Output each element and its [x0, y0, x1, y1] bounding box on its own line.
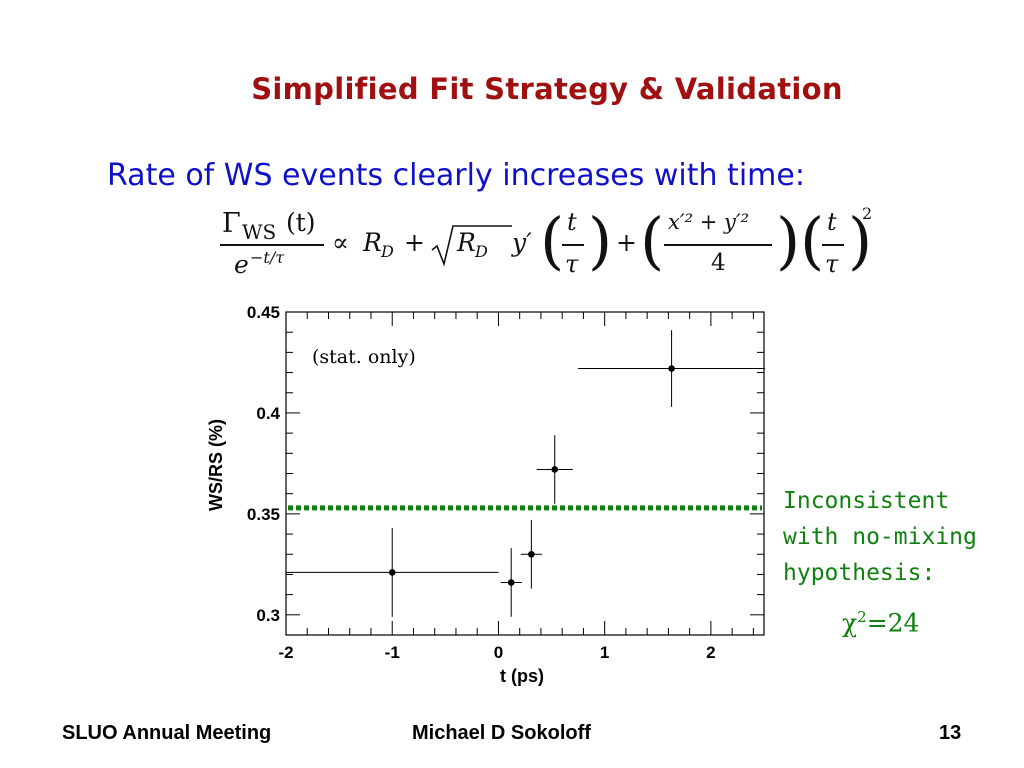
formula-paren-close-3: )	[848, 204, 873, 277]
formula-rd: R	[363, 228, 382, 257]
x-tick-label: -2	[278, 643, 293, 662]
y-tick-label: 0.4	[256, 404, 280, 423]
stat-only-label: (stat. only)	[312, 346, 416, 368]
x-tick-label: 0	[494, 643, 503, 662]
x-tick-label: -1	[385, 643, 400, 662]
formula-xy-line	[664, 244, 772, 246]
formula-t-arg: (t)	[286, 208, 316, 237]
formula-xy-numerator: x′² + y′²	[668, 210, 750, 234]
formula-four: 4	[711, 250, 726, 276]
footer-page-number: 13	[939, 722, 962, 744]
x-tick-label: 1	[600, 643, 609, 662]
formula-paren-open: (	[540, 204, 565, 277]
x-tick-label: 2	[706, 643, 715, 662]
formula-paren-close-2: )	[776, 204, 801, 277]
footer-author: Michael D Sokoloff	[412, 722, 591, 744]
formula-denominator-exp: −t/τ	[250, 248, 285, 267]
formula-rd-sub: D	[381, 242, 394, 261]
formula-paren-close: )	[588, 204, 613, 277]
chi-exponent: 2	[857, 608, 867, 626]
chi-number: =24	[866, 608, 920, 638]
chi-symbol: χ	[842, 608, 858, 638]
note-line-1: Inconsistent	[783, 488, 950, 514]
formula-denominator: e	[234, 250, 249, 279]
formula-gamma-sub: WS	[242, 220, 277, 244]
y-tick-label: 0.35	[247, 505, 280, 524]
formula-yprime: y′	[512, 228, 532, 257]
formula-propto: ∝	[332, 228, 349, 257]
chi-square-value: χ2=24	[842, 608, 919, 637]
footer-meeting: SLUO Annual Meeting	[62, 722, 272, 744]
data-point	[388, 569, 396, 576]
rate-formula: Γ WS (t) e −t/τ ∝ R D + R D y′ ( t τ ) +…	[220, 200, 880, 295]
formula-sqrt-rd-sub: D	[475, 242, 488, 261]
formula-sqrt-icon	[431, 225, 512, 267]
formula-t-tau-line	[562, 244, 584, 246]
formula-tau: τ	[565, 250, 579, 278]
y-tick-label: 0.3	[256, 606, 280, 625]
slide-subtitle: Rate of WS events clearly increases with…	[107, 158, 805, 193]
data-point	[668, 365, 675, 372]
formula-fraction-line	[220, 244, 324, 246]
formula-t-tau-line-2	[822, 244, 844, 246]
y-axis-label: WS/RS (%)	[206, 419, 226, 511]
formula-t-2: t	[827, 208, 837, 236]
formula-paren-open-2: (	[640, 204, 665, 277]
data-point	[528, 550, 535, 558]
slide-title: Simplified Fit Strategy & Validation	[251, 72, 843, 106]
formula-paren-open-3: (	[800, 204, 825, 277]
formula-plus-2: +	[616, 228, 637, 257]
formula-tau-2: τ	[825, 250, 839, 278]
inconsistency-note: Inconsistent with no-mixing hypothesis:	[783, 483, 977, 591]
formula-gamma: Γ	[222, 208, 241, 239]
x-axis-label: t (ps)	[500, 666, 544, 686]
note-line-3: hypothesis:	[783, 560, 936, 586]
y-tick-label: 0.45	[247, 303, 280, 322]
data-point	[507, 579, 515, 586]
formula-plus: +	[404, 228, 425, 257]
formula-square: 2	[862, 204, 873, 223]
note-line-2: with no-mixing	[783, 524, 977, 550]
formula-sqrt-rd: R	[457, 228, 476, 257]
data-point	[551, 466, 559, 473]
formula-t: t	[567, 208, 577, 236]
